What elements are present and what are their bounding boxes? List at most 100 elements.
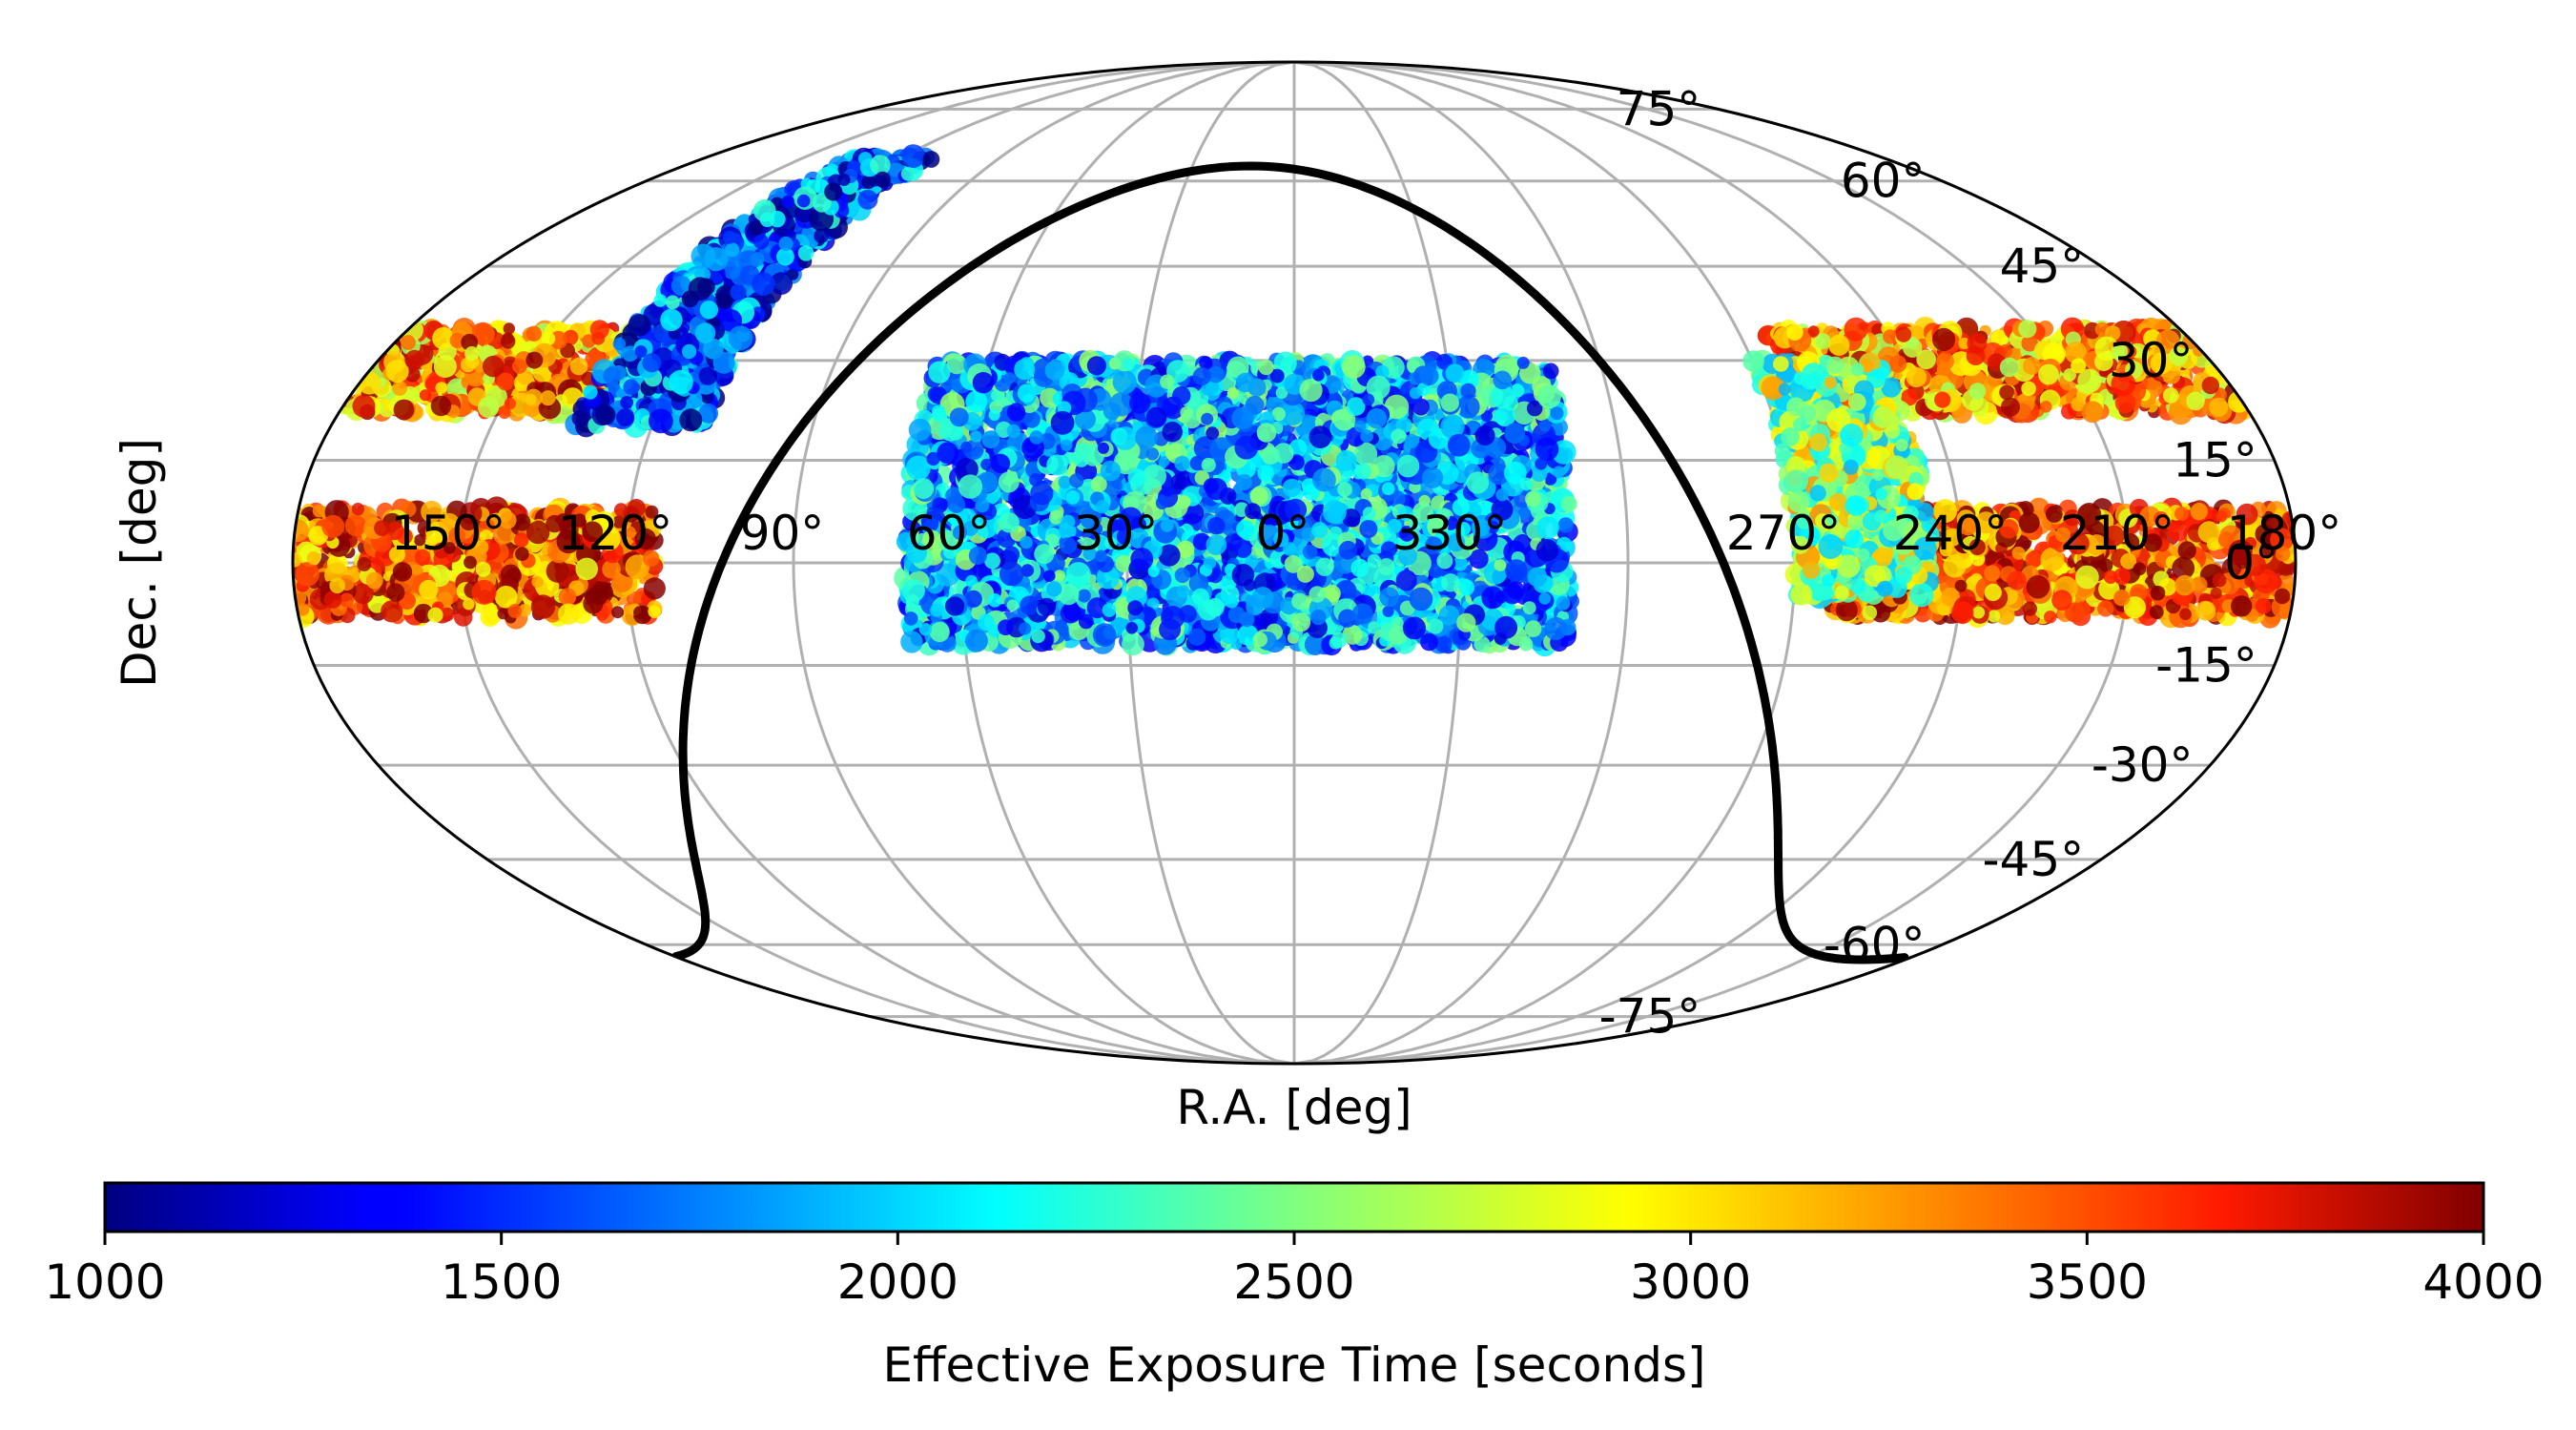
tile xyxy=(2000,358,2019,377)
tile xyxy=(2001,398,2020,417)
tile xyxy=(526,521,549,544)
tile xyxy=(1803,561,1821,579)
tile xyxy=(633,606,647,619)
tile xyxy=(507,604,522,618)
tile xyxy=(1835,586,1849,600)
tile xyxy=(2179,609,2192,621)
tile xyxy=(526,326,542,342)
tile xyxy=(1885,455,1908,479)
tile xyxy=(366,572,383,590)
tile xyxy=(419,580,438,599)
tile xyxy=(857,190,877,210)
tile xyxy=(1889,355,1906,372)
tile xyxy=(2007,570,2027,591)
tile xyxy=(434,355,457,378)
tile xyxy=(286,519,309,542)
tile xyxy=(2003,611,2014,623)
tile xyxy=(1794,372,1807,385)
tile xyxy=(1773,356,1789,372)
tile xyxy=(2023,602,2037,616)
tile xyxy=(1779,383,1791,396)
tile xyxy=(2075,601,2091,616)
tile xyxy=(2075,566,2099,590)
tile xyxy=(2202,377,2219,394)
tile xyxy=(436,382,448,394)
tile xyxy=(504,322,515,334)
tile xyxy=(1809,433,1827,451)
tile xyxy=(689,277,712,301)
tile xyxy=(427,608,443,623)
tile xyxy=(546,560,569,583)
tile xyxy=(374,520,390,536)
tile xyxy=(2186,392,2205,411)
tile xyxy=(514,532,529,548)
tile xyxy=(718,295,732,309)
tile xyxy=(669,370,693,395)
tile xyxy=(2023,357,2041,375)
tile xyxy=(401,335,416,350)
tile xyxy=(498,608,509,619)
tile xyxy=(642,353,661,372)
tile xyxy=(604,366,622,384)
tile xyxy=(525,394,536,405)
tile xyxy=(781,196,794,209)
tile xyxy=(1850,579,1866,595)
tile xyxy=(2133,563,2147,576)
tile xyxy=(613,338,627,351)
tile xyxy=(1819,464,1838,483)
tile xyxy=(2025,551,2042,569)
tile xyxy=(2195,601,2215,621)
tile xyxy=(1826,357,1844,374)
tile xyxy=(393,562,412,581)
tile xyxy=(2019,512,2040,533)
tile xyxy=(861,175,876,189)
tile xyxy=(1863,605,1878,620)
tile xyxy=(629,314,651,337)
tile xyxy=(1851,363,1865,377)
tile xyxy=(1844,460,1859,475)
tile xyxy=(2256,598,2272,614)
tile xyxy=(1844,529,1864,549)
tile xyxy=(901,167,916,181)
tile xyxy=(501,334,516,349)
tile xyxy=(2211,588,2222,599)
tile xyxy=(666,296,680,310)
tile xyxy=(1872,469,1884,481)
tile xyxy=(394,400,415,421)
tile xyxy=(505,398,516,409)
tile xyxy=(463,598,474,610)
tile xyxy=(2051,590,2072,611)
tile xyxy=(2275,589,2291,605)
tile xyxy=(1845,495,1866,516)
tile xyxy=(1781,427,1800,446)
tile xyxy=(753,234,769,249)
tile xyxy=(679,408,702,431)
tile xyxy=(1820,586,1834,600)
tile xyxy=(1742,350,1764,372)
tile xyxy=(2018,320,2036,338)
tile xyxy=(2231,595,2252,616)
tile xyxy=(623,379,639,395)
tile xyxy=(695,322,716,343)
tile xyxy=(2178,541,2196,559)
tile xyxy=(583,384,597,399)
tile xyxy=(644,577,666,599)
tile xyxy=(2174,575,2195,596)
tile xyxy=(1874,509,1887,523)
tile xyxy=(1909,583,1933,607)
tile xyxy=(591,589,608,605)
tile xyxy=(2044,611,2056,623)
tile xyxy=(1906,484,1924,501)
tile xyxy=(558,604,579,625)
tile xyxy=(420,389,431,401)
tile xyxy=(1984,565,2000,581)
tile xyxy=(901,144,925,168)
tile xyxy=(345,515,366,536)
tile xyxy=(321,515,344,538)
tile xyxy=(1934,392,1950,408)
tile xyxy=(620,396,633,409)
tile xyxy=(1916,350,1936,370)
tile xyxy=(531,576,543,588)
